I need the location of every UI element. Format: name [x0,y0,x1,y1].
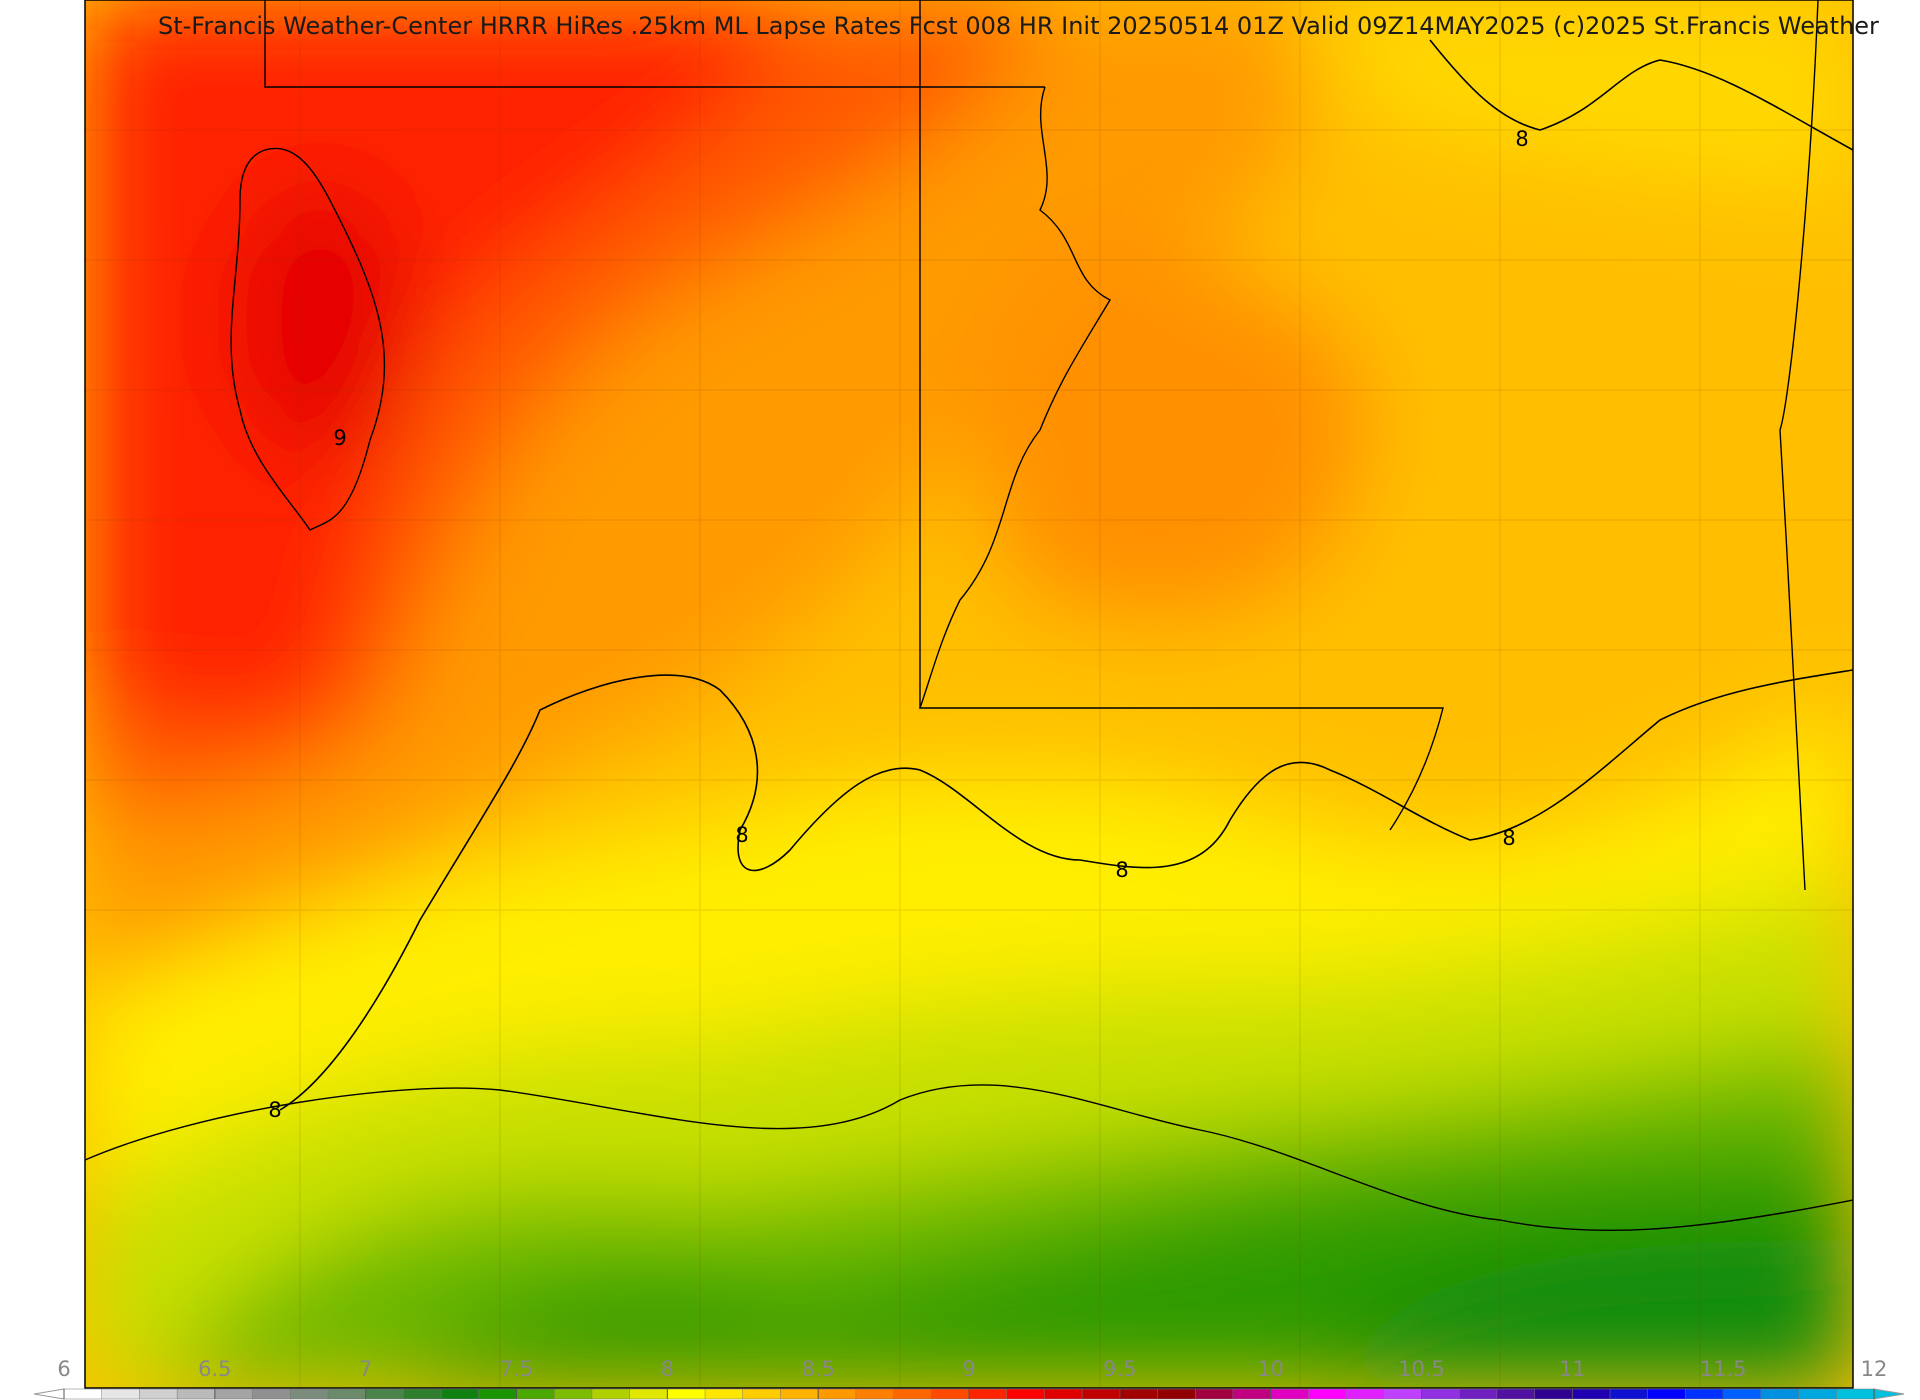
colorbar-tick-label: 10.5 [1398,1357,1445,1381]
colorbar-segment [1119,1388,1159,1400]
colorbar-segment [440,1388,480,1400]
colorbar-segment [101,1388,141,1400]
colorbar-tick-label: 9 [962,1357,975,1381]
colorbar-tick-label: 9.5 [1103,1357,1136,1381]
colorbar-segment [1308,1388,1347,1400]
county-lines [85,0,1853,1388]
colorbar-segment [667,1388,706,1400]
contour-label: 8 [268,1098,281,1122]
colorbar-tick-label: 8 [661,1357,674,1381]
colorbar-segment [1798,1388,1838,1400]
colorbar-segment [1647,1388,1687,1400]
colorbar-segment [1836,1388,1875,1400]
colorbar-segment [63,1388,103,1400]
coastline [85,1084,1853,1232]
colorbar-segment [1232,1388,1272,1400]
contour-label: 9 [333,426,346,450]
colorbar-segment [591,1388,631,1400]
colorbar-tick-label: 6 [57,1357,70,1381]
colorbar-segment [629,1388,669,1400]
contour-label: 8 [1515,127,1528,151]
colorbar-segment [742,1388,782,1400]
colorbar-tick-label: 6.5 [198,1357,231,1381]
colorbar-segment [704,1388,744,1400]
colorbar-segment [403,1388,442,1400]
colorbar-segment [1722,1388,1762,1400]
colorbar-segment [516,1388,555,1400]
colorbar-segment [817,1388,857,1400]
contour-8 [279,669,1853,1111]
colorbar-segment [1383,1388,1423,1400]
colorbar-segment [365,1388,405,1400]
colorbar-segment [893,1388,933,1400]
lake [230,147,386,531]
colorbar-segment [1496,1388,1536,1400]
colorbar-segment [780,1388,819,1400]
colorbar-segment [1157,1388,1196,1400]
colorbar-tick-label: 7 [359,1357,372,1381]
colorbar-segment [553,1388,593,1400]
colorbar-segment [1081,1388,1121,1400]
colorbar-segment [1760,1388,1800,1400]
colorbar-segment [968,1388,1008,1400]
contour-8-north [1429,39,1853,151]
map-field [85,0,1853,1388]
colorbar-tick-label: 12 [1861,1357,1888,1381]
colorbar-segment [1685,1388,1724,1400]
colorbar-segment [1006,1388,1046,1400]
colorbar-segment [139,1388,178,1400]
colorbar-segment [176,1388,216,1400]
map-frame [84,0,1854,1389]
colorbar-segment [1195,1388,1234,1400]
colorbar-segment [855,1388,895,1400]
contour-label: 8 [1115,858,1128,882]
colorbar-segment [478,1388,518,1400]
colorbar-segment [931,1388,970,1400]
map-title: St-Francis Weather-Center HRRR HiRes .25… [158,12,1879,40]
colorbar-tick-label: 8.5 [801,1357,834,1381]
colorbar-arrow-right [1873,1388,1905,1400]
colorbar-tick-label: 7.5 [500,1357,533,1381]
colorbar-segment [1609,1388,1649,1400]
colorbar-segment [252,1388,292,1400]
colorbar-segment [1534,1388,1574,1400]
contour-label: 8 [735,823,748,847]
colorbar-segment [1458,1388,1498,1400]
colorbar-segment [214,1388,254,1400]
colorbar-segment [1421,1388,1460,1400]
colorbar-arrow-left [33,1388,65,1400]
contour-label: 8 [1502,826,1515,850]
colorbar-tick-label: 11 [1559,1357,1586,1381]
colorbar-segment [1044,1388,1083,1400]
colorbar-segment [290,1388,329,1400]
colorbar-segment [1572,1388,1611,1400]
colorbar-tick-label: 11.5 [1700,1357,1747,1381]
colorbar-segment [1270,1388,1310,1400]
state-borders [264,0,1819,891]
colorbar-tick-label: 10 [1257,1357,1284,1381]
colorbar-segment [327,1388,367,1400]
colorbar-segment [1345,1388,1385,1400]
colorbar: 6 6.5 7 7.5 8 8.5 9 9.5 10 10.5 11 11.5 12 [33,1357,1905,1400]
